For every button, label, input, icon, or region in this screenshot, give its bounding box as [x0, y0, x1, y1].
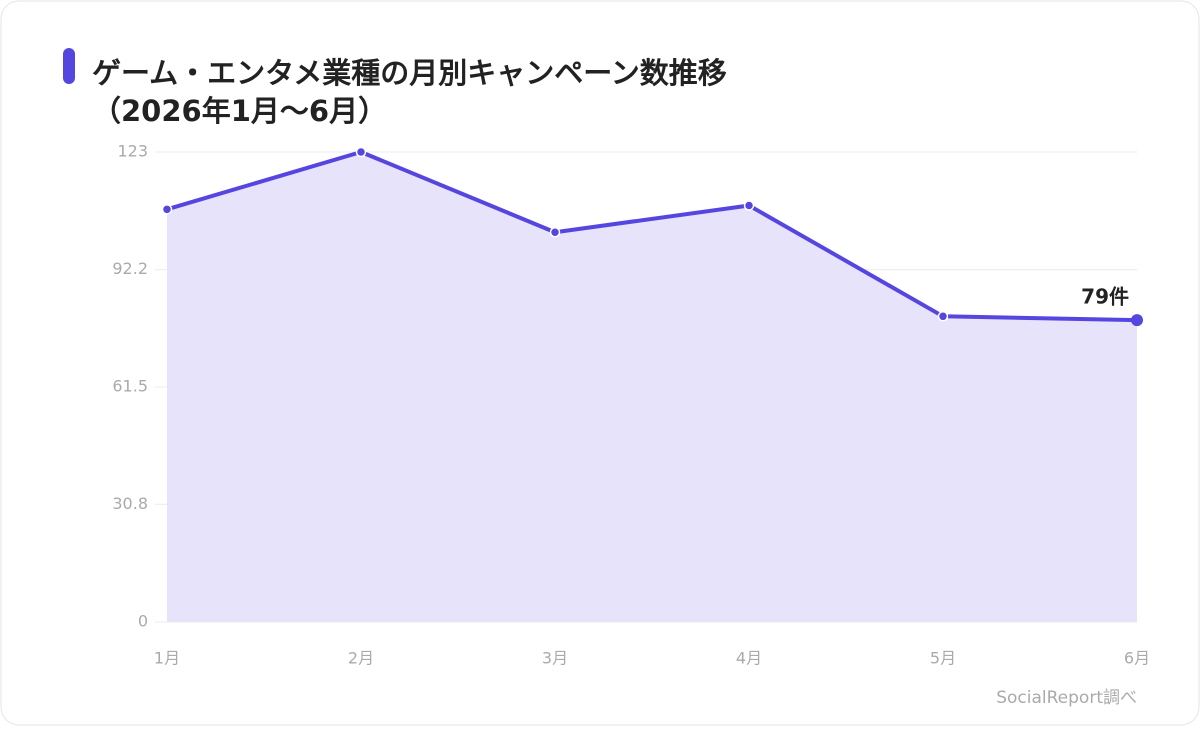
point — [161, 204, 173, 215]
point — [743, 200, 755, 211]
x-tick-label: 2月 — [348, 649, 374, 668]
x-tick-label: 1月 — [154, 649, 180, 668]
y-tick-label: 61.5 — [112, 377, 148, 396]
point — [937, 311, 949, 322]
x-tick-label: 6月 — [1124, 649, 1150, 668]
y-tick-label: 30.8 — [112, 494, 148, 513]
line — [166, 150, 1138, 323]
point — [549, 226, 561, 238]
point — [1131, 314, 1143, 327]
point — [355, 146, 367, 158]
x-tick-label: 4月 — [736, 649, 762, 668]
title-accent — [63, 48, 75, 84]
chart-title: ゲーム・エンタメ業種の月別キャンペーン数推移 — [92, 56, 727, 90]
chart-subtitle: （2026年1月〜6月） — [92, 94, 387, 128]
x-tick-label: 5月 — [930, 649, 956, 668]
value-label: 79件 — [1081, 285, 1129, 309]
y-tick-label: 92.2 — [112, 259, 148, 278]
area-fill — [167, 152, 1137, 622]
x-tick-label: 3月 — [542, 649, 568, 668]
y-tick-label: 123 — [117, 142, 148, 161]
source: SocialReport調べ — [996, 688, 1137, 708]
y-tick-label: 0 — [138, 612, 148, 631]
